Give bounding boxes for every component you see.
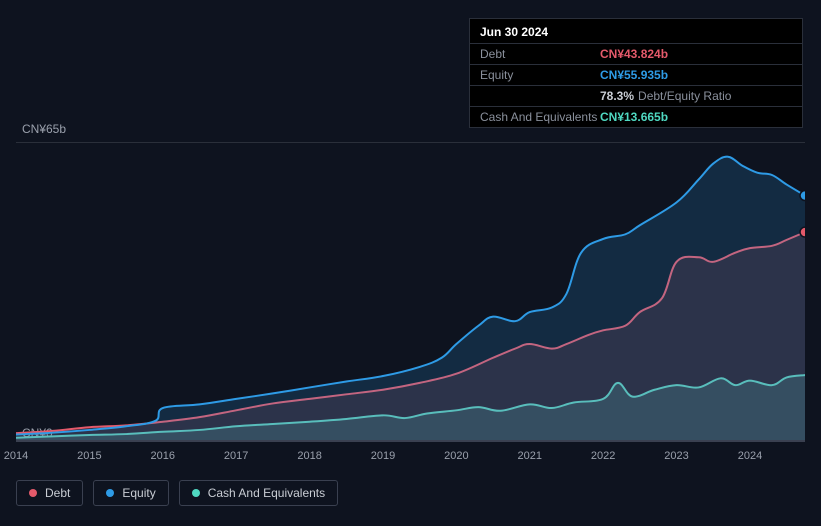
chart-svg xyxy=(16,143,805,440)
x-tick-2016: 2016 xyxy=(151,450,175,462)
legend-dot-icon xyxy=(106,489,114,497)
tooltip-row-ratio: 78.3% Debt/Equity Ratio xyxy=(470,85,802,106)
legend-item-debt[interactable]: Debt xyxy=(16,480,83,506)
legend-label: Equity xyxy=(122,486,155,500)
x-tick-2023: 2023 xyxy=(664,450,688,462)
x-tick-2017: 2017 xyxy=(224,450,248,462)
chart-plot[interactable] xyxy=(16,142,805,442)
legend-item-equity[interactable]: Equity xyxy=(93,480,168,506)
chart-container: CN¥65b CN¥0 xyxy=(16,122,805,442)
x-tick-2024: 2024 xyxy=(738,450,762,462)
tooltip-value-equity: CN¥55.935b xyxy=(600,68,792,82)
x-tick-2015: 2015 xyxy=(77,450,101,462)
tooltip-row-equity: Equity CN¥55.935b xyxy=(470,64,802,85)
ratio-percent: 78.3% xyxy=(600,89,634,103)
legend-item-cash[interactable]: Cash And Equivalents xyxy=(179,480,338,506)
tooltip-label-equity: Equity xyxy=(480,68,600,82)
ratio-sublabel: Debt/Equity Ratio xyxy=(638,89,731,103)
series-area-equity xyxy=(16,157,805,440)
tooltip-date: Jun 30 2024 xyxy=(470,19,802,43)
end-marker-debt xyxy=(800,227,805,237)
x-tick-2022: 2022 xyxy=(591,450,615,462)
x-tick-2018: 2018 xyxy=(297,450,321,462)
chart-legend: Debt Equity Cash And Equivalents xyxy=(16,480,338,506)
y-axis-top-label: CN¥65b xyxy=(22,122,66,136)
legend-label: Cash And Equivalents xyxy=(208,486,325,500)
x-axis: 2014201520162017201820192020202120222023… xyxy=(16,448,805,468)
end-marker-equity xyxy=(800,191,805,201)
legend-label: Debt xyxy=(45,486,70,500)
chart-tooltip: Jun 30 2024 Debt CN¥43.824b Equity CN¥55… xyxy=(469,18,803,128)
legend-dot-icon xyxy=(29,489,37,497)
legend-dot-icon xyxy=(192,489,200,497)
x-tick-2019: 2019 xyxy=(371,450,395,462)
x-tick-2020: 2020 xyxy=(444,450,468,462)
tooltip-value-debt: CN¥43.824b xyxy=(600,47,792,61)
tooltip-row-debt: Debt CN¥43.824b xyxy=(470,43,802,64)
x-tick-2021: 2021 xyxy=(518,450,542,462)
tooltip-value-ratio: 78.3% Debt/Equity Ratio xyxy=(600,89,792,103)
tooltip-label-debt: Debt xyxy=(480,47,600,61)
x-tick-2014: 2014 xyxy=(4,450,28,462)
tooltip-label-ratio xyxy=(480,89,600,103)
